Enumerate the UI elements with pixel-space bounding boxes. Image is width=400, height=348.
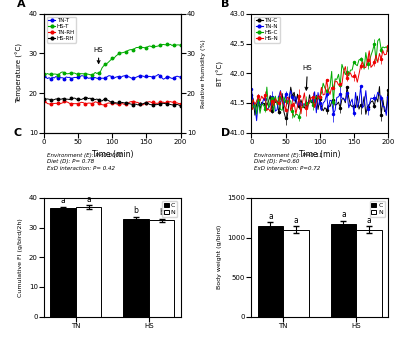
Y-axis label: Relative Humidity (%): Relative Humidity (%) xyxy=(201,39,206,108)
TN-T xyxy=(42,73,46,78)
TN-RH xyxy=(161,100,166,104)
Text: HS: HS xyxy=(94,47,104,63)
Text: B: B xyxy=(222,0,230,9)
Text: C: C xyxy=(14,128,22,138)
TN-RH xyxy=(117,102,122,106)
Bar xyxy=(356,230,382,317)
Text: a: a xyxy=(294,216,298,225)
TN-T xyxy=(156,72,161,77)
TN-T xyxy=(142,75,147,79)
Bar xyxy=(76,207,101,317)
Text: Environment (E): P=0.11
Diet (D): P=0.60
ExD interaction: P=0.72: Environment (E): P=0.11 Diet (D): P=0.60… xyxy=(254,153,323,171)
TN-T xyxy=(152,74,157,78)
Text: b: b xyxy=(134,206,138,215)
HS-T xyxy=(144,46,149,50)
X-axis label: Time (min): Time (min) xyxy=(299,150,340,159)
HS-RH xyxy=(144,101,149,105)
Legend: TN-T, HS-T, TN-RH, HS-RH: TN-T, HS-T, TN-RH, HS-RH xyxy=(47,17,76,42)
HS-RH xyxy=(118,101,123,105)
HS-T xyxy=(161,42,166,47)
HS-T xyxy=(42,72,46,76)
Y-axis label: Cumulative FI (g/bird/2h): Cumulative FI (g/bird/2h) xyxy=(18,218,23,297)
HS-T xyxy=(118,51,123,55)
HS-RH xyxy=(129,102,134,106)
Y-axis label: BT (°C): BT (°C) xyxy=(217,61,224,86)
TN-RH xyxy=(42,99,46,103)
Text: Environment (E): P<0.0001
Diet (D): P= 0.78
ExD interaction: P= 0.42: Environment (E): P<0.0001 Diet (D): P= 0… xyxy=(47,153,122,171)
Bar xyxy=(123,219,149,317)
TN-T xyxy=(163,76,168,80)
TN-RH xyxy=(127,100,132,104)
Line: HS-T: HS-T xyxy=(43,43,182,76)
TN-RH xyxy=(178,102,183,106)
Text: a: a xyxy=(86,195,91,204)
Text: a: a xyxy=(367,216,371,225)
Text: a: a xyxy=(61,196,65,205)
TN-T xyxy=(117,74,122,79)
Text: HS: HS xyxy=(303,65,312,90)
TN-T xyxy=(178,75,183,79)
HS-T xyxy=(178,43,183,47)
Text: b: b xyxy=(159,208,164,217)
Bar xyxy=(283,230,309,317)
HS-RH xyxy=(42,97,46,101)
HS-T xyxy=(166,43,171,47)
HS-T xyxy=(88,73,92,77)
Bar xyxy=(149,220,174,317)
HS-RH xyxy=(161,101,166,105)
Text: D: D xyxy=(222,128,231,138)
Legend: TN-C, TN-N, HS-C, HS-N: TN-C, TN-N, HS-C, HS-N xyxy=(254,17,280,42)
Bar xyxy=(331,224,356,317)
Line: TN-RH: TN-RH xyxy=(43,100,182,106)
Line: TN-T: TN-T xyxy=(43,73,182,80)
Text: A: A xyxy=(17,0,25,9)
TN-RH xyxy=(144,101,149,105)
TN-T xyxy=(168,76,173,80)
HS-T xyxy=(168,42,173,46)
HS-RH xyxy=(84,95,89,100)
Legend: C, N: C, N xyxy=(370,201,385,217)
Line: HS-RH: HS-RH xyxy=(43,96,182,107)
TN-T xyxy=(161,77,166,81)
TN-RH xyxy=(154,101,159,105)
Text: a: a xyxy=(268,212,273,221)
HS-RH xyxy=(166,102,171,106)
X-axis label: Time (min): Time (min) xyxy=(92,150,133,159)
TN-RH xyxy=(140,103,145,107)
Text: a: a xyxy=(341,210,346,219)
HS-RH xyxy=(154,103,159,107)
Y-axis label: Body weight (g/bird): Body weight (g/bird) xyxy=(217,225,222,290)
HS-T xyxy=(129,48,134,52)
TN-T xyxy=(127,75,132,79)
HS-T xyxy=(154,44,159,48)
Y-axis label: Temperature (°C): Temperature (°C) xyxy=(16,43,23,103)
HS-RH xyxy=(178,104,183,108)
Bar xyxy=(258,226,283,317)
Legend: C, N: C, N xyxy=(162,201,177,217)
TN-RH xyxy=(166,100,171,104)
Bar xyxy=(50,208,76,317)
